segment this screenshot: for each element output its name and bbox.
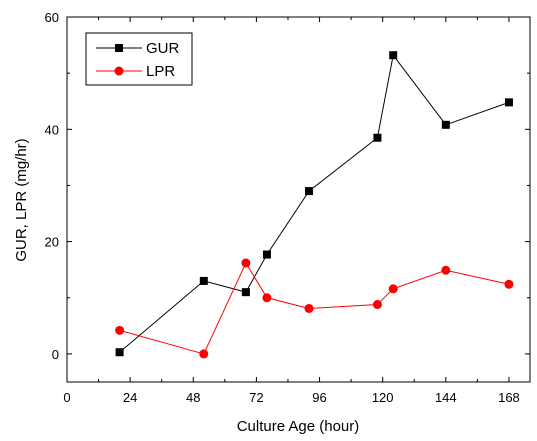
data-point-lpr	[304, 303, 314, 313]
data-point-lpr	[199, 349, 209, 359]
x-tick-label: 168	[498, 390, 520, 405]
data-point-gur	[115, 348, 124, 357]
legend-marker-lpr	[114, 66, 124, 76]
x-tick-label: 120	[372, 390, 394, 405]
data-point-lpr	[441, 265, 451, 275]
legend: GUR LPR	[85, 32, 193, 86]
x-tick-label: 144	[435, 390, 457, 405]
data-point-gur	[389, 51, 398, 60]
legend-label-gur: GUR	[146, 40, 180, 57]
x-tick-label: 96	[312, 390, 326, 405]
y-tick-label: 40	[45, 122, 59, 137]
plot-frame	[66, 16, 531, 383]
data-point-lpr	[262, 293, 272, 303]
x-axis-title: Culture Age (hour)	[237, 418, 360, 435]
series-line-lpr	[119, 261, 510, 355]
data-point-lpr	[388, 284, 398, 294]
data-point-gur	[373, 133, 382, 142]
y-axis-title: GUR, LPR (mg/hr)	[13, 138, 30, 261]
y-tick-label: 20	[45, 235, 59, 250]
data-point-lpr	[115, 325, 125, 335]
data-point-gur	[305, 187, 314, 196]
y-tick-label: 60	[45, 10, 59, 25]
data-point-gur	[199, 276, 208, 285]
x-tick-label: 72	[249, 390, 263, 405]
data-point-lpr	[241, 258, 251, 268]
x-tick-label: 24	[123, 390, 137, 405]
series-layer	[115, 51, 514, 359]
data-point-gur	[262, 250, 271, 259]
x-tick-label: 0	[63, 390, 70, 405]
data-point-lpr	[372, 300, 382, 310]
data-point-lpr	[504, 279, 514, 289]
data-point-gur	[241, 288, 250, 297]
x-tick-label: 48	[186, 390, 200, 405]
legend-marker-gur	[115, 44, 123, 52]
axis-ticks: 0 24 48 72 96 120 144 168 0 20 40 60	[45, 10, 530, 405]
legend-box	[85, 32, 193, 86]
legend-label-lpr: LPR	[146, 63, 175, 80]
y-tick-label: 0	[52, 347, 59, 362]
data-point-gur	[441, 120, 450, 129]
data-point-gur	[504, 98, 513, 107]
